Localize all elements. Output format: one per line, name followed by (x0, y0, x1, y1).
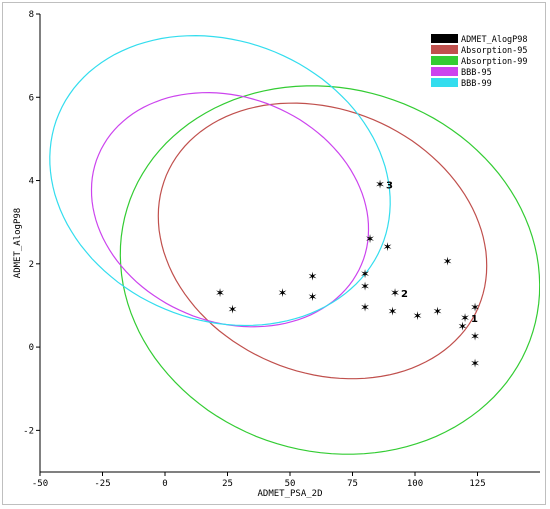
legend-swatch (431, 45, 458, 54)
data-point: ✶ (307, 269, 317, 283)
legend-swatch (431, 34, 458, 43)
data-point: ✶ (382, 240, 392, 254)
data-point: ✶ (470, 330, 480, 344)
data-point: ✶ (227, 303, 237, 317)
x-tick-label: 125 (469, 479, 485, 489)
data-point: ✶ (457, 319, 467, 333)
data-point: ✶ (277, 286, 287, 300)
confidence-ellipses (49, 34, 540, 455)
data-point: ✶ (360, 301, 370, 315)
data-point: ✶ (412, 309, 422, 323)
legend-label: BBB-99 (461, 79, 492, 89)
data-point: ✶ (390, 286, 400, 300)
data-point: ✶ (470, 357, 480, 371)
x-tick-label: -50 (32, 479, 48, 489)
y-tick-label: 6 (29, 93, 34, 103)
legend-label: BBB-95 (461, 68, 492, 78)
data-point-label: 2 (401, 289, 408, 300)
y-ticks: -2 0 2 4 6 8 (23, 10, 40, 436)
x-tick-label: 75 (347, 479, 358, 489)
y-tick-label: 2 (29, 260, 34, 270)
data-point: ✶ (215, 286, 225, 300)
x-tick-label: 0 (162, 479, 167, 489)
legend-label: Absorption-99 (461, 57, 528, 67)
legend-label: Absorption-95 (461, 46, 528, 56)
y-tick-label: 0 (29, 343, 34, 353)
data-point: ✶ (387, 305, 397, 319)
ellipse-bbb-95 (90, 91, 370, 328)
data-point: ✶ (360, 267, 370, 281)
y-tick-label: 8 (29, 10, 34, 20)
data-point: ✶ (442, 255, 452, 269)
data-point-label: 1 (471, 314, 478, 325)
y-tick-label: 4 (29, 177, 34, 187)
x-ticks: -50 -25 0 25 50 75 100 125 (32, 472, 486, 489)
legend-swatch (431, 67, 458, 76)
x-tick-label: -25 (94, 479, 110, 489)
data-point: ✶ (360, 280, 370, 294)
x-axis-title: ADMET_PSA_2D (257, 489, 322, 499)
legend-swatch (431, 78, 458, 87)
data-point: ✶ (460, 311, 470, 325)
legend: ADMET_AlogP98Absorption-95Absorption-99B… (431, 34, 528, 89)
x-tick-label: 25 (222, 479, 233, 489)
y-axis-title: ADMET_AlogP98 (13, 208, 23, 278)
legend-label: ADMET_AlogP98 (461, 35, 528, 45)
legend-swatch (431, 56, 458, 65)
ellipse-bbb-99 (49, 34, 391, 327)
data-point: ✶ (470, 301, 480, 315)
x-tick-label: 100 (407, 479, 423, 489)
ellipse-absorption-95 (157, 102, 488, 380)
data-points: ✶✶✶✶✶✶✶✶✶✶ 3✶✶✶ 2✶ ✶✶✶✶ 1✶✶✶ (215, 178, 480, 371)
data-point: ✶ (365, 232, 375, 246)
data-point: ✶ (307, 290, 317, 304)
data-point: ✶ (375, 178, 385, 192)
chart-frame (2, 2, 546, 505)
y-tick-label: -2 (23, 426, 34, 436)
ellipse-absorption-99 (119, 85, 540, 455)
x-tick-label: 50 (285, 479, 296, 489)
data-point: ✶ (432, 305, 442, 319)
data-point-label: 3 (386, 181, 393, 192)
